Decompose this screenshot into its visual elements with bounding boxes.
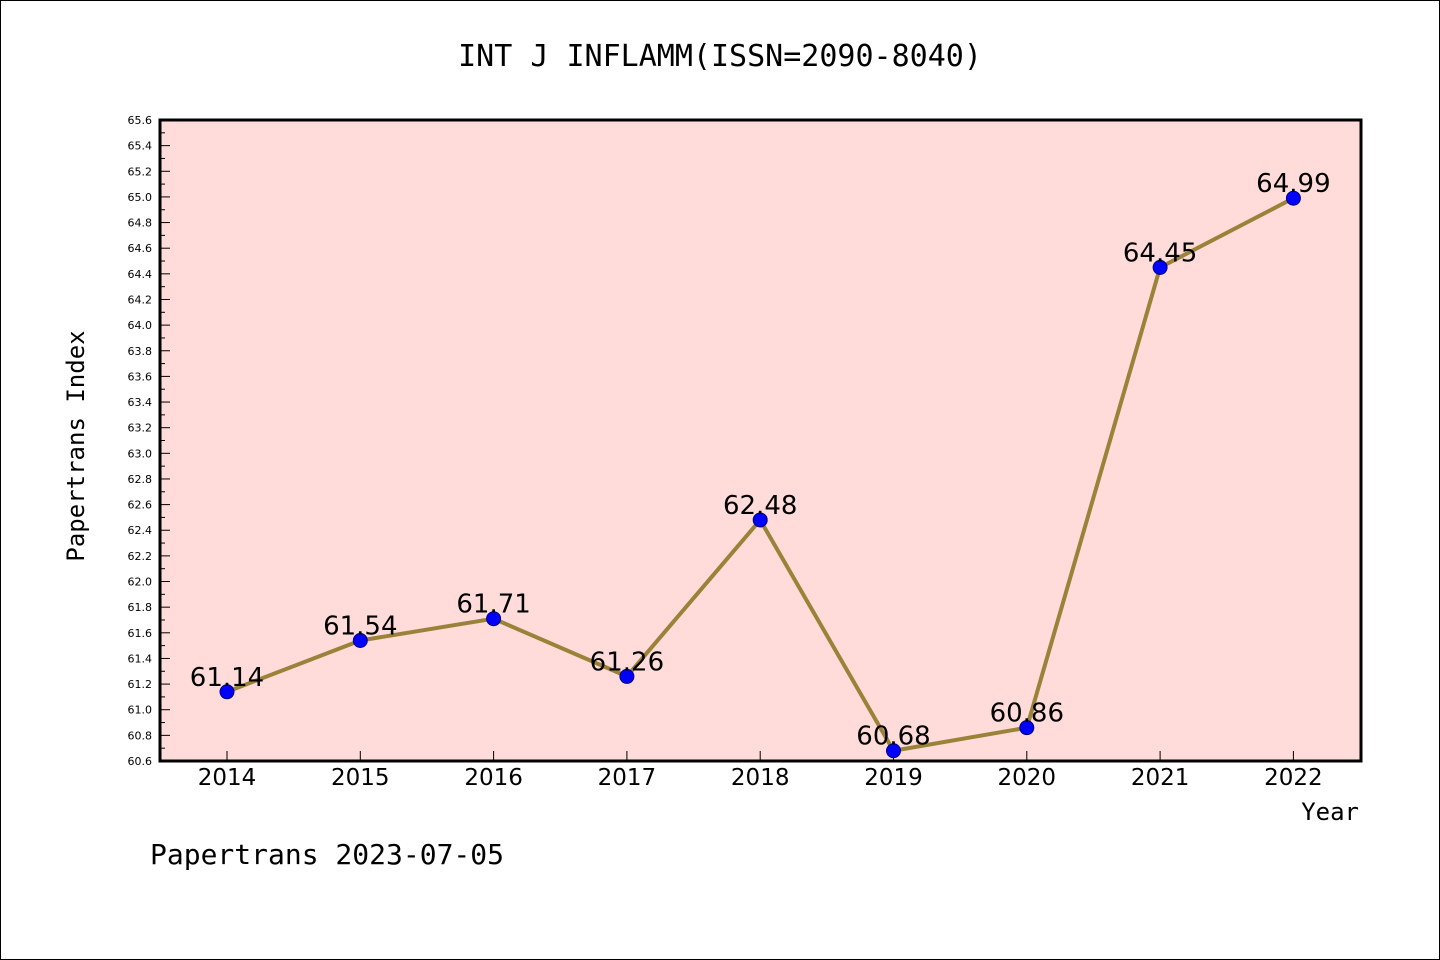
y-tick-label: 64.8 xyxy=(128,217,153,230)
y-tick-label: 63.2 xyxy=(128,422,153,435)
plot-area xyxy=(158,118,1363,763)
data-label: 64.99 xyxy=(1256,169,1330,199)
x-tick-label: 2015 xyxy=(331,765,390,791)
x-tick-label: 2021 xyxy=(1131,765,1190,791)
y-tick-label: 61.2 xyxy=(128,678,153,691)
x-tick-label: 2017 xyxy=(598,765,657,791)
x-tick-label: 2016 xyxy=(464,765,523,791)
y-tick-label: 65.6 xyxy=(128,114,153,127)
data-point xyxy=(886,743,901,759)
data-label: 60.86 xyxy=(990,699,1064,729)
footer-text: Papertrans 2023-07-05 xyxy=(150,838,504,871)
y-axis: 60.6 60.8 61.0 61.2 61.4 61.6 61.8 62.0 62.2 62.4… xyxy=(128,114,170,768)
data-point xyxy=(219,684,235,700)
y-tick-label: 60.6 xyxy=(128,755,153,768)
data-label: 61.14 xyxy=(190,663,264,693)
data-point xyxy=(486,611,502,627)
chart-title: INT J INFLAMM(ISSN=2090-8040) xyxy=(458,39,982,74)
y-tick-label: 62.0 xyxy=(128,576,153,589)
y-tick-label: 63.0 xyxy=(128,447,153,460)
data-label: 60.68 xyxy=(856,722,930,752)
data-labels: 61.14 61.54 61.71 61.26 62.48 60.68 60.86 64.45… xyxy=(190,169,1331,752)
series-markers xyxy=(219,190,1301,759)
data-label: 62.48 xyxy=(723,491,797,521)
y-tick-label: 63.6 xyxy=(128,370,153,383)
x-tick-label: 2018 xyxy=(731,765,790,791)
y-tick-label: 64.4 xyxy=(128,268,153,281)
y-tick-label: 61.4 xyxy=(128,652,153,665)
y-tick-label: 65.2 xyxy=(128,165,153,178)
y-tick-label: 62.8 xyxy=(128,473,153,486)
y-tick-label: 62.4 xyxy=(128,524,153,537)
x-tick-label: 2014 xyxy=(198,765,257,791)
y-tick-label: 60.8 xyxy=(128,729,153,742)
y-tick-label: 65.4 xyxy=(128,140,153,153)
y-axis-label: Papertrans Index xyxy=(62,330,90,561)
x-tick-label: 2022 xyxy=(1264,765,1323,791)
data-point xyxy=(752,512,768,528)
data-point xyxy=(1152,259,1168,275)
y-tick-label: 64.0 xyxy=(128,319,153,332)
y-tick-label: 61.8 xyxy=(128,601,153,614)
data-label: 61.26 xyxy=(590,647,664,677)
y-tick-label: 64.6 xyxy=(128,242,153,255)
y-tick-label: 65.0 xyxy=(128,191,153,204)
y-tick-label: 61.0 xyxy=(128,704,153,717)
x-axis: 2014 2015 2016 2017 2018 2019 2020 2021 2022 xyxy=(198,751,1323,791)
data-point xyxy=(619,668,635,684)
y-tick-label: 64.2 xyxy=(128,293,153,306)
data-point xyxy=(352,632,368,648)
data-point xyxy=(1285,190,1301,206)
data-label: 61.54 xyxy=(323,611,397,641)
y-tick-label: 62.6 xyxy=(128,499,153,512)
y-tick-label: 62.2 xyxy=(128,550,153,563)
x-axis-label: Year xyxy=(1301,798,1359,826)
data-point xyxy=(1019,720,1035,736)
y-tick-label: 63.4 xyxy=(128,396,153,409)
data-label: 64.45 xyxy=(1123,238,1197,268)
data-label: 61.71 xyxy=(456,590,530,620)
x-tick-label: 2019 xyxy=(864,765,923,791)
y-tick-label: 61.6 xyxy=(128,627,153,640)
y-tick-label: 63.8 xyxy=(128,345,153,358)
x-tick-label: 2020 xyxy=(998,765,1057,791)
